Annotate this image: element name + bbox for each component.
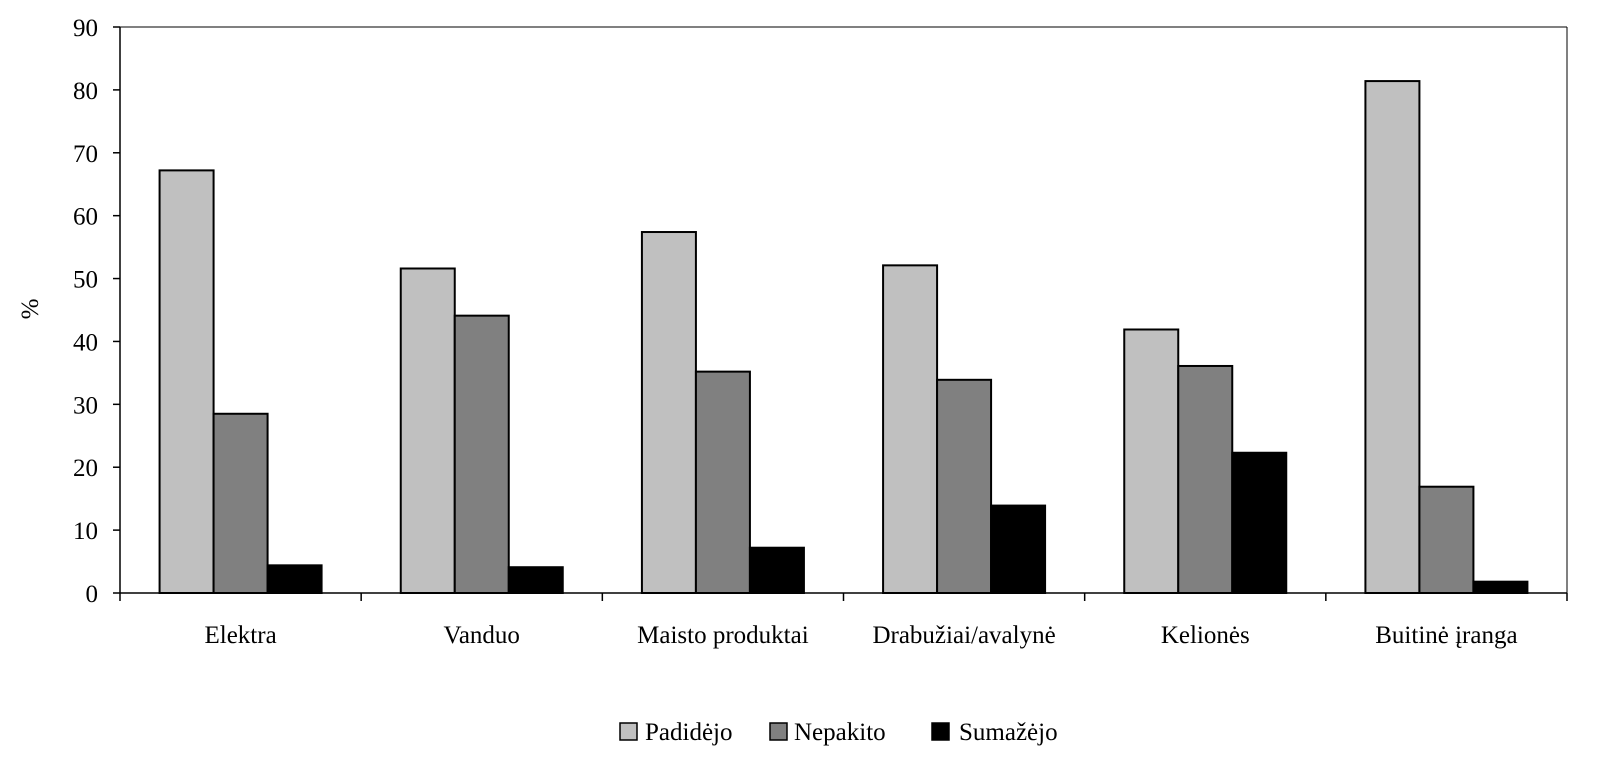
bar-3-3 — [748, 546, 805, 594]
bar-2-3 — [694, 370, 751, 594]
x-category-label: Elektra — [204, 622, 276, 649]
bar-2-4 — [936, 378, 993, 594]
y-tick-label: 70 — [73, 141, 98, 168]
legend-swatch — [931, 722, 950, 741]
bar-1-3 — [640, 231, 697, 594]
bar-1-6 — [1364, 80, 1421, 594]
y-tick-label: 60 — [73, 204, 98, 231]
plot-frame — [120, 26, 1568, 593]
x-category-label: Buitinė įranga — [1375, 622, 1517, 649]
y-axis: 0 10 20 30 40 50 60 70 80 90 — [73, 15, 121, 608]
legend-label: Nepakito — [794, 719, 886, 746]
bar-1-2 — [399, 267, 456, 594]
bar-3-4 — [990, 504, 1047, 594]
bar-3-1 — [266, 564, 323, 595]
y-tick-label: 50 — [73, 267, 98, 294]
y-tick-label: 30 — [73, 392, 98, 419]
legend-swatch — [619, 722, 638, 741]
y-tick-label: 90 — [73, 15, 98, 42]
legend-label: Sumažėjo — [959, 719, 1058, 746]
legend-label: Padidėjo — [645, 719, 733, 746]
y-axis-title: % — [17, 299, 44, 320]
y-tick-label: 40 — [73, 329, 98, 356]
x-category-label: Kelionės — [1161, 622, 1250, 649]
x-category-label: Vanduo — [444, 622, 520, 649]
y-tick-label: 0 — [86, 581, 99, 608]
bar-2-6 — [1418, 485, 1475, 594]
bar-2-5 — [1177, 364, 1234, 594]
bar-1-5 — [1123, 328, 1180, 594]
x-axis: Elektra Vanduo Maisto produktai Drabužiai/a… — [119, 592, 1568, 649]
y-tick-label: 80 — [73, 78, 98, 105]
bar-1-1 — [158, 169, 215, 595]
y-tick-label: 20 — [73, 455, 98, 482]
x-category-label: Maisto produktai — [637, 622, 809, 649]
bars — [158, 80, 1529, 595]
legend-swatch — [769, 722, 788, 741]
bar-3-6 — [1472, 580, 1529, 594]
bar-2-2 — [453, 314, 510, 594]
bar-2-1 — [212, 412, 269, 594]
x-category-label: Drabužiai/avalynė — [872, 622, 1055, 649]
bar-1-4 — [882, 264, 939, 594]
legend: Padidėjo Nepakito Sumažėjo — [619, 719, 1058, 746]
bar-3-2 — [507, 566, 564, 595]
y-tick-label: 10 — [73, 518, 98, 545]
bar-3-5 — [1231, 451, 1288, 594]
